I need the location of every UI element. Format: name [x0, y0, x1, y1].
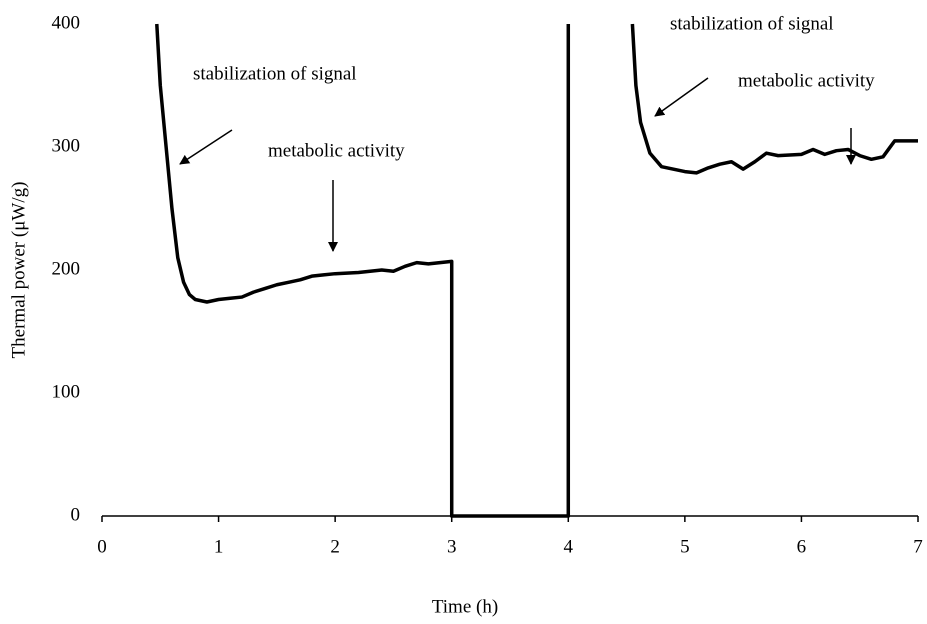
arrow	[179, 129, 233, 165]
annotation: stabilization of signal	[193, 63, 357, 84]
y-tick-label: 300	[52, 135, 81, 156]
x-tick-label: 2	[330, 536, 340, 557]
x-tick-label: 6	[797, 536, 807, 557]
x-axis-label: Time (h)	[432, 596, 498, 617]
x-tick-label: 1	[214, 536, 224, 557]
data-line	[155, 23, 918, 518]
y-tick-label: 100	[52, 381, 81, 402]
x-tick-label: 0	[97, 536, 107, 557]
x-tick-label: 3	[447, 536, 457, 557]
x-tick-label: 5	[680, 536, 690, 557]
x-tick-label: 7	[913, 536, 923, 557]
annotation: metabolic activity	[268, 140, 405, 161]
arrow	[654, 77, 709, 117]
annotation: metabolic activity	[738, 70, 875, 91]
x-tick-label: 4	[564, 536, 574, 557]
y-tick-label: 400	[52, 12, 81, 33]
annotation-arrows	[179, 77, 856, 252]
y-tick-label: 0	[71, 504, 81, 525]
y-axis-label: Thermal power (μW/g)	[8, 182, 29, 359]
annotation: stabilization of signal	[670, 13, 834, 34]
y-tick-label: 200	[52, 258, 81, 279]
